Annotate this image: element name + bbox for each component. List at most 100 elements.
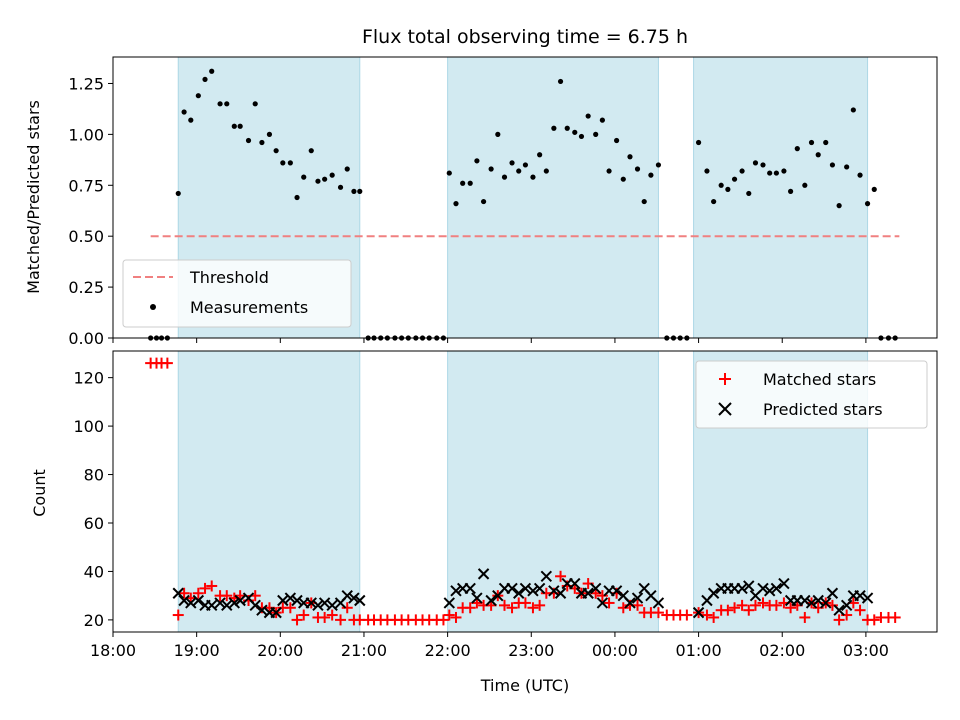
matched-star-point <box>555 570 567 582</box>
measurement-point <box>501 174 508 180</box>
top-y-axis: 0.00 0.25 0.50 0.75 1.00 1.25 <box>68 74 113 348</box>
measurement-point <box>509 160 515 166</box>
measurement-point <box>252 101 258 107</box>
measurement-point <box>829 162 836 168</box>
matched-star-point <box>319 611 331 623</box>
predicted-star-point <box>826 587 839 599</box>
matched-star-point <box>291 614 303 626</box>
measurement-point <box>474 158 480 164</box>
matched-star-point <box>757 597 769 609</box>
measurement-point <box>209 68 215 74</box>
measurement-point <box>488 166 494 172</box>
measurement-point <box>259 139 265 146</box>
x-tick-label: 01:00 <box>676 641 722 660</box>
top-legend: Threshold Measurements <box>122 259 352 328</box>
legend-matched-swatch <box>719 373 731 385</box>
matched-star-point <box>450 611 462 623</box>
predicted-star-point <box>554 587 567 599</box>
measurement-point <box>844 164 850 170</box>
predicted-star-point <box>778 577 790 590</box>
predicted-star-point <box>341 589 353 602</box>
measurement-point <box>202 76 208 82</box>
measurement-point <box>495 131 501 137</box>
matched-star-point <box>736 599 748 611</box>
matched-star-point <box>681 609 693 621</box>
measurement-point <box>655 162 662 168</box>
count-panel: 20 40 60 80 100 120 18:00 19:00 20:00 21:00 22:00… <box>30 350 938 695</box>
measurement-point <box>453 201 459 207</box>
measurement-point <box>280 160 286 166</box>
measurement-point <box>606 168 612 174</box>
x-tick-label: 00:00 <box>592 641 638 660</box>
predicted-star-point <box>354 594 366 607</box>
bottom-legend-box <box>695 360 928 429</box>
x-axis-label: Time (UTC) <box>480 676 569 695</box>
measurement-point <box>781 168 787 174</box>
measurement-point <box>711 198 717 205</box>
measurement-point <box>823 139 829 146</box>
predicted-star-point <box>527 585 539 597</box>
measurement-point <box>864 201 871 207</box>
predicted-star-point <box>318 597 331 609</box>
bot-y-tick-label: 120 <box>73 369 104 388</box>
matched-star-point <box>603 597 615 609</box>
measurement-point <box>237 123 243 129</box>
measurement-point <box>752 160 759 166</box>
measurement-point <box>773 170 779 176</box>
measurement-point <box>731 176 738 182</box>
matched-star-point <box>770 599 782 611</box>
matched-star-point <box>749 599 761 611</box>
measurement-point <box>329 172 335 178</box>
matched-star-point <box>596 590 608 602</box>
predicted-star-point <box>312 599 324 612</box>
measurement-point <box>836 203 842 209</box>
matched-star-point <box>868 614 880 626</box>
predicted-star-point <box>736 582 748 595</box>
x-tick-label: 20:00 <box>257 641 303 660</box>
predicted-star-point <box>443 597 455 609</box>
predicted-star-point <box>707 587 720 599</box>
predicted-star-point <box>854 589 866 602</box>
predicted-star-point <box>178 594 190 607</box>
predicted-star-point <box>596 597 609 609</box>
predicted-star-point <box>533 582 546 595</box>
top-y-tick-label: 0.25 <box>68 278 104 297</box>
measurement-point <box>634 166 641 172</box>
predicted-star-point <box>284 592 297 604</box>
measurement-point <box>460 180 466 186</box>
bot-y-tick-label: 100 <box>73 417 104 436</box>
measurement-point <box>802 182 808 188</box>
measurement-point <box>315 178 321 184</box>
matched-star-point <box>341 602 353 614</box>
matched-star-point <box>652 607 664 619</box>
measurement-point <box>599 117 605 123</box>
measurement-point <box>564 125 570 131</box>
measurement-point <box>344 166 350 172</box>
measurement-point <box>337 184 344 190</box>
legend-predicted-label: Predicted stars <box>763 400 883 419</box>
measurement-point <box>537 152 543 158</box>
measurement-point <box>585 113 591 119</box>
top-plot-frame <box>112 56 938 339</box>
predicted-star-point <box>450 585 462 597</box>
bottom-y-axis: 20 40 60 80 100 120 <box>73 369 113 630</box>
measurement-point <box>578 133 585 140</box>
matched-star-point <box>206 580 218 592</box>
predicted-star-point <box>206 599 218 612</box>
predicted-star-point <box>799 594 811 607</box>
measurement-point <box>217 101 223 107</box>
predicted-stars-series <box>172 568 874 619</box>
measurement-point <box>871 186 877 192</box>
measurement-point <box>266 131 273 137</box>
matched-star-point <box>632 599 644 611</box>
bot-y-tick-label: 60 <box>84 514 104 533</box>
measurement-point <box>351 188 357 194</box>
legend-threshold-label: Threshold <box>189 268 269 287</box>
matched-star-point <box>178 587 190 599</box>
x-tick-label: 18:00 <box>90 641 136 660</box>
measurement-point <box>767 170 773 176</box>
bottom-legend: Matched stars Predicted stars <box>695 360 928 429</box>
measurement-point <box>467 180 473 186</box>
measurement-point <box>245 137 252 144</box>
bot-window-1 <box>447 350 659 633</box>
